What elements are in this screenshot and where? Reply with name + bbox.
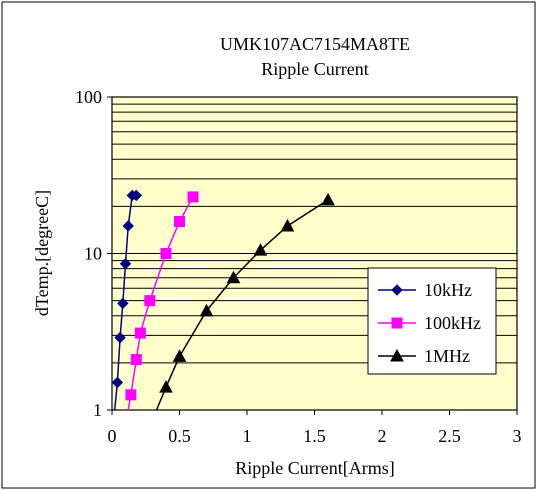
legend-label: 1MHz (424, 346, 470, 366)
data-point (122, 220, 134, 232)
data-point (134, 327, 146, 339)
data-point (172, 349, 187, 362)
data-point (199, 303, 214, 317)
legend: 10kHz 100kHz 1MHz (367, 267, 497, 375)
y-tick-label: 10 (84, 244, 102, 264)
series-1mhz (155, 192, 335, 410)
legend-marker (391, 284, 403, 296)
x-tick-label: 1 (243, 426, 252, 446)
data-point (130, 354, 142, 366)
chart-subtitle: Ripple Current (261, 59, 368, 79)
data-point (111, 376, 124, 389)
x-tick-label: 0.5 (168, 426, 191, 446)
y-axis-label: dTemp.[degreeC] (32, 190, 52, 316)
data-point (280, 218, 295, 232)
data-point (160, 248, 172, 259)
data-point (226, 270, 241, 284)
data-point (253, 243, 268, 256)
data-point (125, 389, 137, 401)
legend-item: 100kHz (378, 313, 481, 333)
series-100khz (125, 191, 199, 410)
legend-item: 1MHz (378, 346, 470, 366)
data-point (187, 191, 199, 203)
data-point (159, 380, 173, 393)
chart-title: UMK107AC7154MA8TE (220, 34, 410, 54)
y-tick-label: 1 (93, 400, 102, 420)
legend-marker (390, 348, 404, 362)
series-line (113, 194, 137, 410)
data-point (321, 192, 335, 206)
x-tick-label: 2.5 (438, 426, 461, 446)
legend-label: 100kHz (424, 313, 481, 333)
x-tick-label: 3 (513, 426, 522, 446)
y-tick-label: 100 (75, 87, 102, 107)
data-point (117, 297, 129, 310)
data-point (114, 331, 126, 344)
x-tick-label: 1.5 (303, 426, 326, 446)
x-tick-label: 2 (378, 426, 387, 446)
data-point (174, 216, 185, 228)
series-10khz (111, 189, 143, 410)
x-tick-label: 0 (108, 426, 117, 446)
data-point (144, 295, 156, 307)
legend-item: 10kHz (378, 280, 472, 300)
data-point (130, 189, 143, 202)
x-axis-label: Ripple Current[Arms] (235, 458, 394, 478)
legend-label: 10kHz (424, 280, 472, 300)
data-point (119, 258, 132, 270)
legend-marker (391, 317, 403, 329)
plot-area: 0 0.5 1 1.5 2 2.5 3 1 10 100 10kHz 100kHz 1MHz (75, 87, 522, 446)
